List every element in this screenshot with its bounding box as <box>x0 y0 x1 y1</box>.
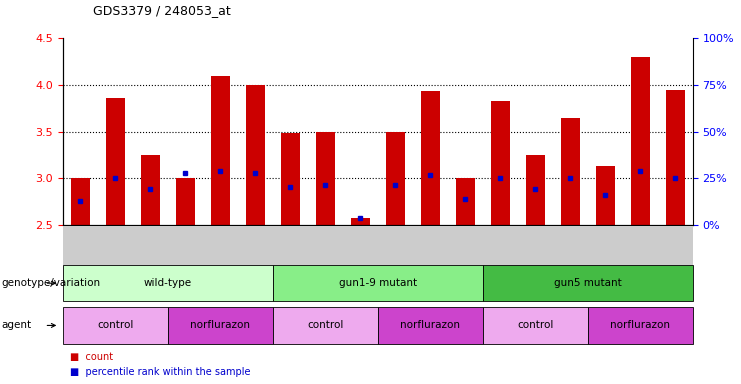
Bar <box>350 218 370 225</box>
Text: control: control <box>308 320 344 331</box>
Text: GDS3379 / 248053_at: GDS3379 / 248053_at <box>93 4 230 17</box>
Bar <box>386 131 405 225</box>
Bar <box>246 85 265 225</box>
Bar <box>421 91 440 225</box>
Text: gun5 mutant: gun5 mutant <box>554 278 622 288</box>
Text: wild-type: wild-type <box>144 278 192 288</box>
Bar <box>665 89 685 225</box>
Text: gun1-9 mutant: gun1-9 mutant <box>339 278 417 288</box>
Bar <box>176 178 195 225</box>
Bar <box>106 98 125 225</box>
Bar <box>526 155 545 225</box>
Bar <box>141 155 160 225</box>
Bar <box>491 101 510 225</box>
Bar <box>211 76 230 225</box>
Bar <box>456 178 475 225</box>
Text: ■  count: ■ count <box>70 352 113 362</box>
Text: genotype/variation: genotype/variation <box>1 278 101 288</box>
Bar <box>316 131 335 225</box>
Text: norflurazon: norflurazon <box>611 320 671 331</box>
Text: control: control <box>97 320 133 331</box>
Text: norflurazon: norflurazon <box>400 320 460 331</box>
Bar <box>71 178 90 225</box>
Bar <box>561 118 580 225</box>
Text: norflurazon: norflurazon <box>190 320 250 331</box>
Bar <box>596 166 615 225</box>
Text: agent: agent <box>1 320 32 331</box>
Bar <box>281 133 300 225</box>
Bar <box>631 57 650 225</box>
Text: control: control <box>517 320 554 331</box>
Text: ■  percentile rank within the sample: ■ percentile rank within the sample <box>70 367 251 377</box>
